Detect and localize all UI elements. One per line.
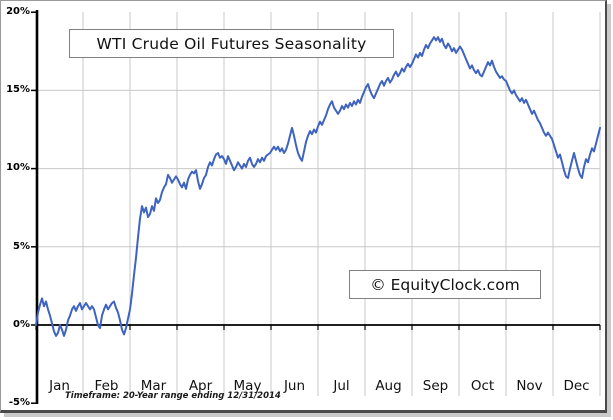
y-tick-label: 5% [13,241,30,252]
x-tick-label-jun: Jun [283,378,306,394]
timeframe-footnote: Timeframe: 20-Year range ending 12/31/20… [65,391,281,401]
y-tick-label: 20% [6,6,30,17]
chart-canvas: 20% 15% 10% 5% 0% -5% Jan Feb Mar Apr Ma… [0,0,607,413]
equityclock-watermark: © EquityClock.com [349,270,541,299]
series-line-wti [35,36,601,337]
x-tick-label-aug: Aug [375,378,402,394]
y-tick-label: 15% [6,84,30,95]
x-tick-label-dec: Dec [563,378,590,394]
x-tick-label-apr: Apr [188,378,213,394]
x-tick-label-jul: Jul [333,378,350,394]
x-tick-label-mar: Mar [140,378,167,394]
chart-title: WTI Crude Oil Futures Seasonality [69,29,394,58]
y-tick-label: 10% [6,162,30,173]
x-tick-label-sep: Sep [422,378,449,394]
x-tick-label-nov: Nov [516,378,543,394]
x-tick-label-feb: Feb [94,378,119,394]
y-tick-label: 0% [13,319,30,330]
y-tick-label: -5% [8,397,30,408]
x-tick-label-oct: Oct [470,378,495,394]
x-tick-label-jan: Jan [49,378,70,394]
x-tick-label-may: May [233,378,262,394]
seasonality-line-chart [31,10,601,404]
